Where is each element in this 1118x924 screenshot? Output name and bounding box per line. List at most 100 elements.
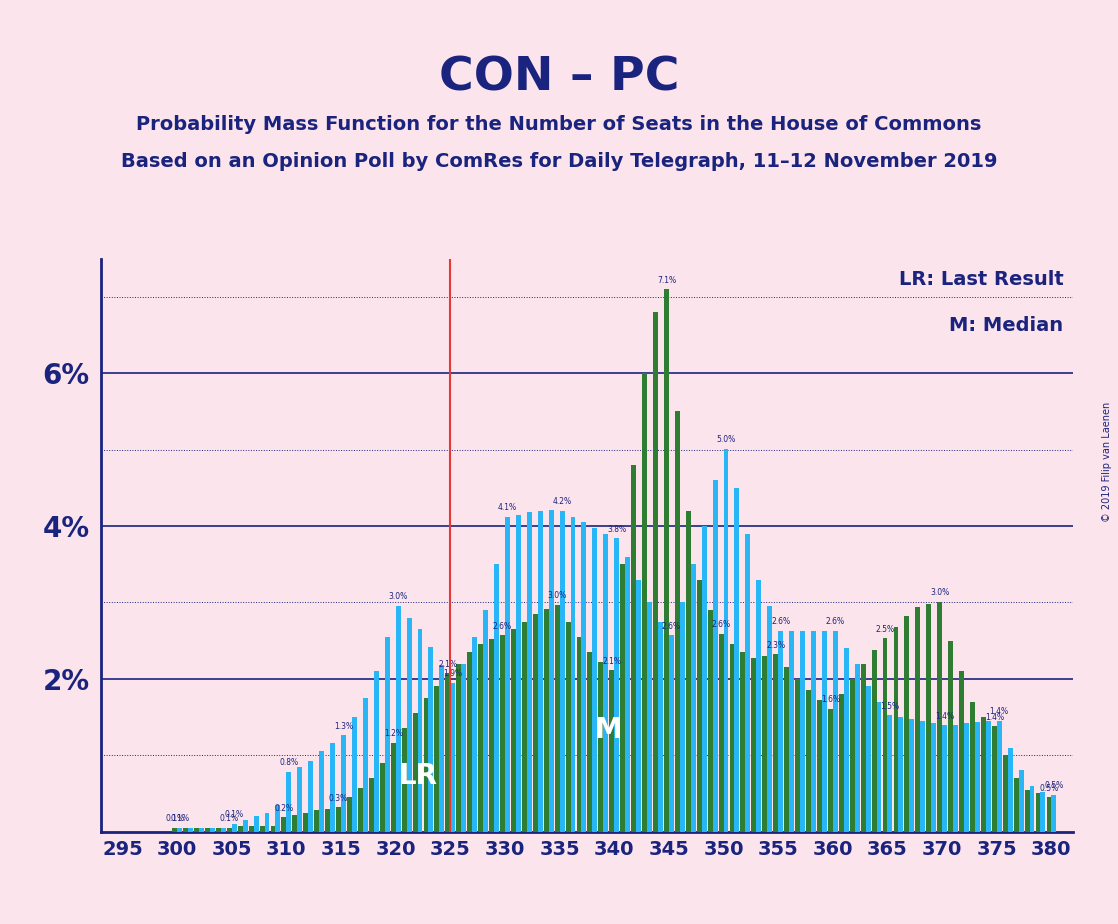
Bar [992,726,997,832]
Bar [439,665,444,832]
Bar [964,723,969,832]
Bar [893,626,899,832]
Bar [833,631,837,832]
Text: 2.6%: 2.6% [771,617,790,626]
Bar [844,649,849,832]
Bar [587,652,593,832]
Bar [543,609,549,832]
Bar [462,663,466,832]
Bar [931,723,936,832]
Bar [740,652,746,832]
Bar [680,602,684,832]
Bar [570,517,576,832]
Bar [882,638,888,832]
Bar [970,701,975,832]
Bar [303,812,309,832]
Bar [916,607,920,832]
Bar [735,488,739,832]
Bar [456,663,462,832]
Bar [407,618,411,832]
Text: 4.1%: 4.1% [498,504,517,512]
Bar [500,636,505,832]
Bar [659,622,663,832]
Bar [604,534,608,832]
Bar [778,631,783,832]
Text: LR: Last Result: LR: Last Result [899,270,1063,289]
Bar [865,687,871,832]
Text: Probability Mass Function for the Number of Seats in the House of Commons: Probability Mass Function for the Number… [136,116,982,135]
Bar [293,815,297,832]
Bar [899,717,903,832]
Bar [320,751,324,832]
Bar [248,826,254,832]
Bar [1024,790,1030,832]
Bar [581,522,587,832]
Bar [625,556,631,832]
Bar [806,690,811,832]
Bar [702,526,707,832]
Text: 2.6%: 2.6% [826,617,845,626]
Text: 3.8%: 3.8% [607,525,626,534]
Bar [183,828,188,832]
Bar [210,828,215,832]
Text: 2.1%: 2.1% [438,660,457,669]
Bar [533,614,538,832]
Bar [877,701,881,832]
Bar [227,828,231,832]
Bar [888,715,892,832]
Bar [811,631,816,832]
Bar [358,788,363,832]
Text: 7.1%: 7.1% [657,275,676,285]
Bar [920,721,926,832]
Bar [712,480,718,832]
Bar [380,763,385,832]
Bar [265,812,269,832]
Bar [767,606,773,832]
Bar [762,656,767,832]
Text: 0.8%: 0.8% [280,759,299,768]
Text: 2.6%: 2.6% [711,620,731,629]
Bar [757,579,761,832]
Bar [337,808,341,832]
Text: 3.0%: 3.0% [389,592,408,601]
Text: CON – PC: CON – PC [438,55,680,101]
Bar [231,824,237,832]
Text: 0.1%: 0.1% [170,814,189,823]
Bar [282,817,286,832]
Bar [391,743,396,832]
Bar [1014,778,1018,832]
Text: M: Median: M: Median [949,316,1063,335]
Bar [511,629,515,832]
Bar [238,826,243,832]
Bar [490,639,494,832]
Text: Based on an Opinion Poll by ComRes for Daily Telegraph, 11–12 November 2019: Based on an Opinion Poll by ComRes for D… [121,152,997,172]
Bar [205,828,210,832]
Bar [1035,794,1041,832]
Bar [560,511,565,832]
Bar [177,828,182,832]
Bar [909,719,915,832]
Bar [566,622,570,832]
Bar [904,616,909,832]
Bar [953,724,958,832]
Bar [275,805,281,832]
Bar [254,816,258,832]
Bar [428,647,434,832]
Bar [515,515,521,832]
Bar [413,713,417,832]
Bar [861,663,865,832]
Bar [653,312,659,832]
Bar [850,679,854,832]
Text: 1.4%: 1.4% [935,711,954,721]
Bar [373,671,379,832]
Bar [614,539,619,832]
Bar [632,465,636,832]
Text: 0.1%: 0.1% [165,814,184,823]
Bar [997,721,1002,832]
Bar [675,411,680,832]
Bar [259,826,265,832]
Bar [352,717,357,832]
Bar [286,772,292,832]
Text: 1.2%: 1.2% [383,729,402,738]
Bar [620,565,625,832]
